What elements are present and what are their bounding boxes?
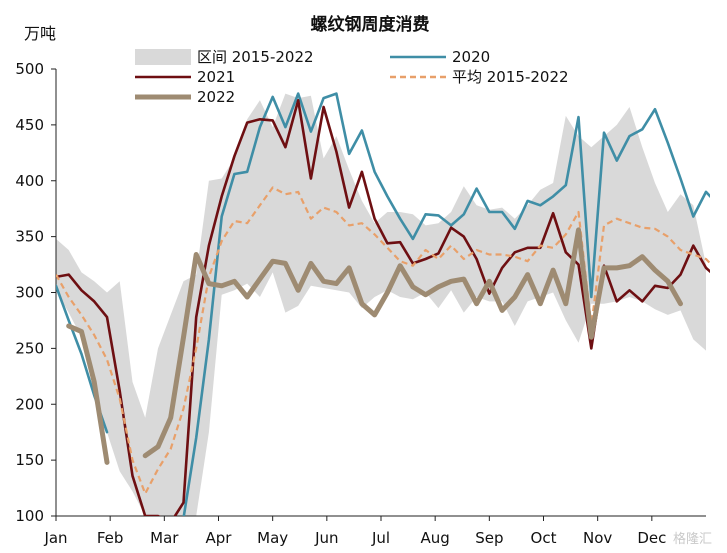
y-tick-label: 250 (15, 339, 44, 357)
series-line-2022 (66, 227, 683, 465)
x-tick-label: Mar (150, 529, 179, 547)
x-tick-label: Dec (637, 529, 666, 547)
y-tick-label: 400 (15, 172, 44, 190)
legend: 区间 2015-2022 2020 2021 平均 2015-2022 2022 (135, 48, 569, 106)
legend-swatch-band (135, 49, 191, 65)
legend-label: 平均 2015-2022 (452, 68, 569, 86)
x-tick-label: Feb (97, 529, 124, 547)
x-tick-label: Apr (206, 529, 233, 547)
x-tick-label: Aug (421, 529, 450, 547)
legend-label: 区间 2015-2022 (197, 48, 314, 66)
x-tick-label: May (257, 529, 288, 547)
x-tick-label: Jun (314, 529, 338, 547)
y-axis-unit: 万吨 (24, 24, 56, 43)
legend-label: 2021 (197, 68, 235, 86)
y-tick-label: 350 (15, 228, 44, 246)
y-tick-label: 500 (15, 60, 44, 78)
y-tick-label: 150 (15, 451, 44, 469)
legend-label: 2022 (197, 88, 235, 106)
x-tick-label: Sep (475, 529, 503, 547)
series-layer (56, 92, 710, 516)
axes: 100 150 200 250 300 350 400 450 500 Jan Feb Mar Apr M… (15, 60, 706, 547)
y-tick-label: 300 (15, 284, 44, 302)
range-band-layer (56, 93, 706, 516)
y-tick-label: 450 (15, 116, 44, 134)
y-tick-label: 100 (15, 507, 44, 525)
legend-label: 2020 (452, 48, 490, 66)
chart-title: 螺纹钢周度消费 (311, 14, 430, 35)
range-band-area (56, 93, 706, 516)
watermark: 格隆汇 (673, 531, 712, 547)
x-tick-label: Jan (43, 529, 67, 547)
x-tick-label: Jul (371, 529, 390, 547)
x-tick-label: Oct (531, 529, 557, 547)
y-tick-label: 200 (15, 395, 44, 413)
x-tick-label: Nov (583, 529, 612, 547)
series-line-2021 (56, 99, 710, 516)
series-line-平均-2015-2022 (56, 186, 710, 495)
